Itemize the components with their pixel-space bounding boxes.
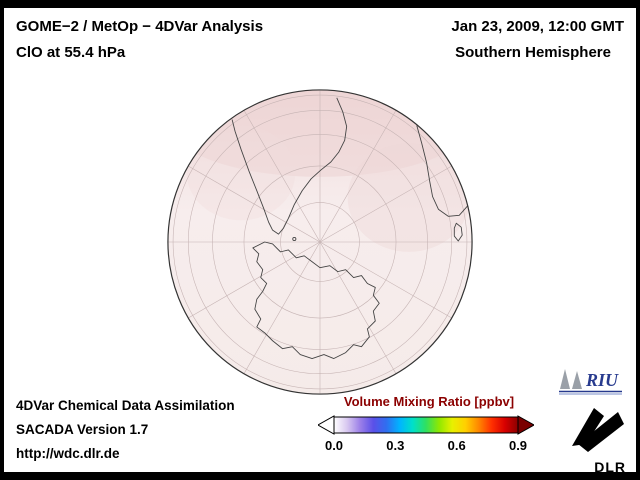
coastline-antarctica — [252, 241, 380, 359]
coastline-falklands — [292, 237, 297, 242]
colorbar-tick: 0.3 — [386, 438, 405, 453]
riu-logo-text: RIU — [585, 370, 619, 390]
dlr-logo: DLR — [568, 402, 626, 475]
cathedral-icon — [560, 369, 570, 389]
credit-url: http://wdc.dlr.de — [16, 446, 120, 461]
dlr-bird-icon — [572, 408, 624, 452]
credit-line2: SACADA Version 1.7 — [16, 422, 149, 437]
globe-outline — [167, 89, 473, 395]
colorbar-tick: 0.9 — [508, 438, 528, 453]
dlr-logo-text: DLR — [594, 459, 626, 475]
cathedral-icon — [572, 371, 582, 389]
credit-line1: 4DVar Chemical Data Assimilation — [16, 398, 235, 413]
colorbar-gradient — [333, 416, 519, 434]
riu-logo-graphic: RIU — [559, 369, 622, 395]
colorbar-tick: 0.0 — [324, 438, 344, 453]
datetime-text: Jan 23, 2009, 12:00 GMT — [451, 18, 624, 35]
hemisphere-map — [162, 84, 478, 400]
colorbar-tick: 0.6 — [447, 438, 466, 453]
globe-svg — [167, 89, 473, 395]
riu-logo: RIU — [556, 366, 626, 396]
region-text: Southern Hemisphere — [455, 44, 611, 61]
colorbar-right-arrow — [517, 415, 534, 435]
figure-title-block: GOME−2 / MetOp − 4DVar Analysis ClO at 5… — [16, 14, 263, 66]
coastline-madagascar — [453, 222, 463, 242]
figure-date-block: Jan 23, 2009, 12:00 GMT Southern Hemisph… — [451, 14, 624, 66]
credits-block: 4DVar Chemical Data Assimilation SACADA … — [16, 394, 235, 466]
colorbar-title: Volume Mixing Ratio [ppbv] — [343, 394, 515, 409]
coastline-south-america — [231, 97, 348, 235]
colorbar-left-arrow — [318, 415, 335, 435]
coastline-africa — [416, 125, 473, 217]
colorbar-scale — [318, 415, 534, 435]
title-line2: ClO at 55.4 hPa — [16, 44, 126, 61]
colorbar: Volume Mixing Ratio [ppbv] 0.0 0.3 0.6 0… — [318, 394, 540, 454]
title-line1: GOME−2 / MetOp − 4DVar Analysis — [16, 18, 264, 35]
colorbar-ticks: 0.0 0.3 0.6 0.9 — [325, 438, 527, 454]
graticule — [167, 89, 473, 395]
